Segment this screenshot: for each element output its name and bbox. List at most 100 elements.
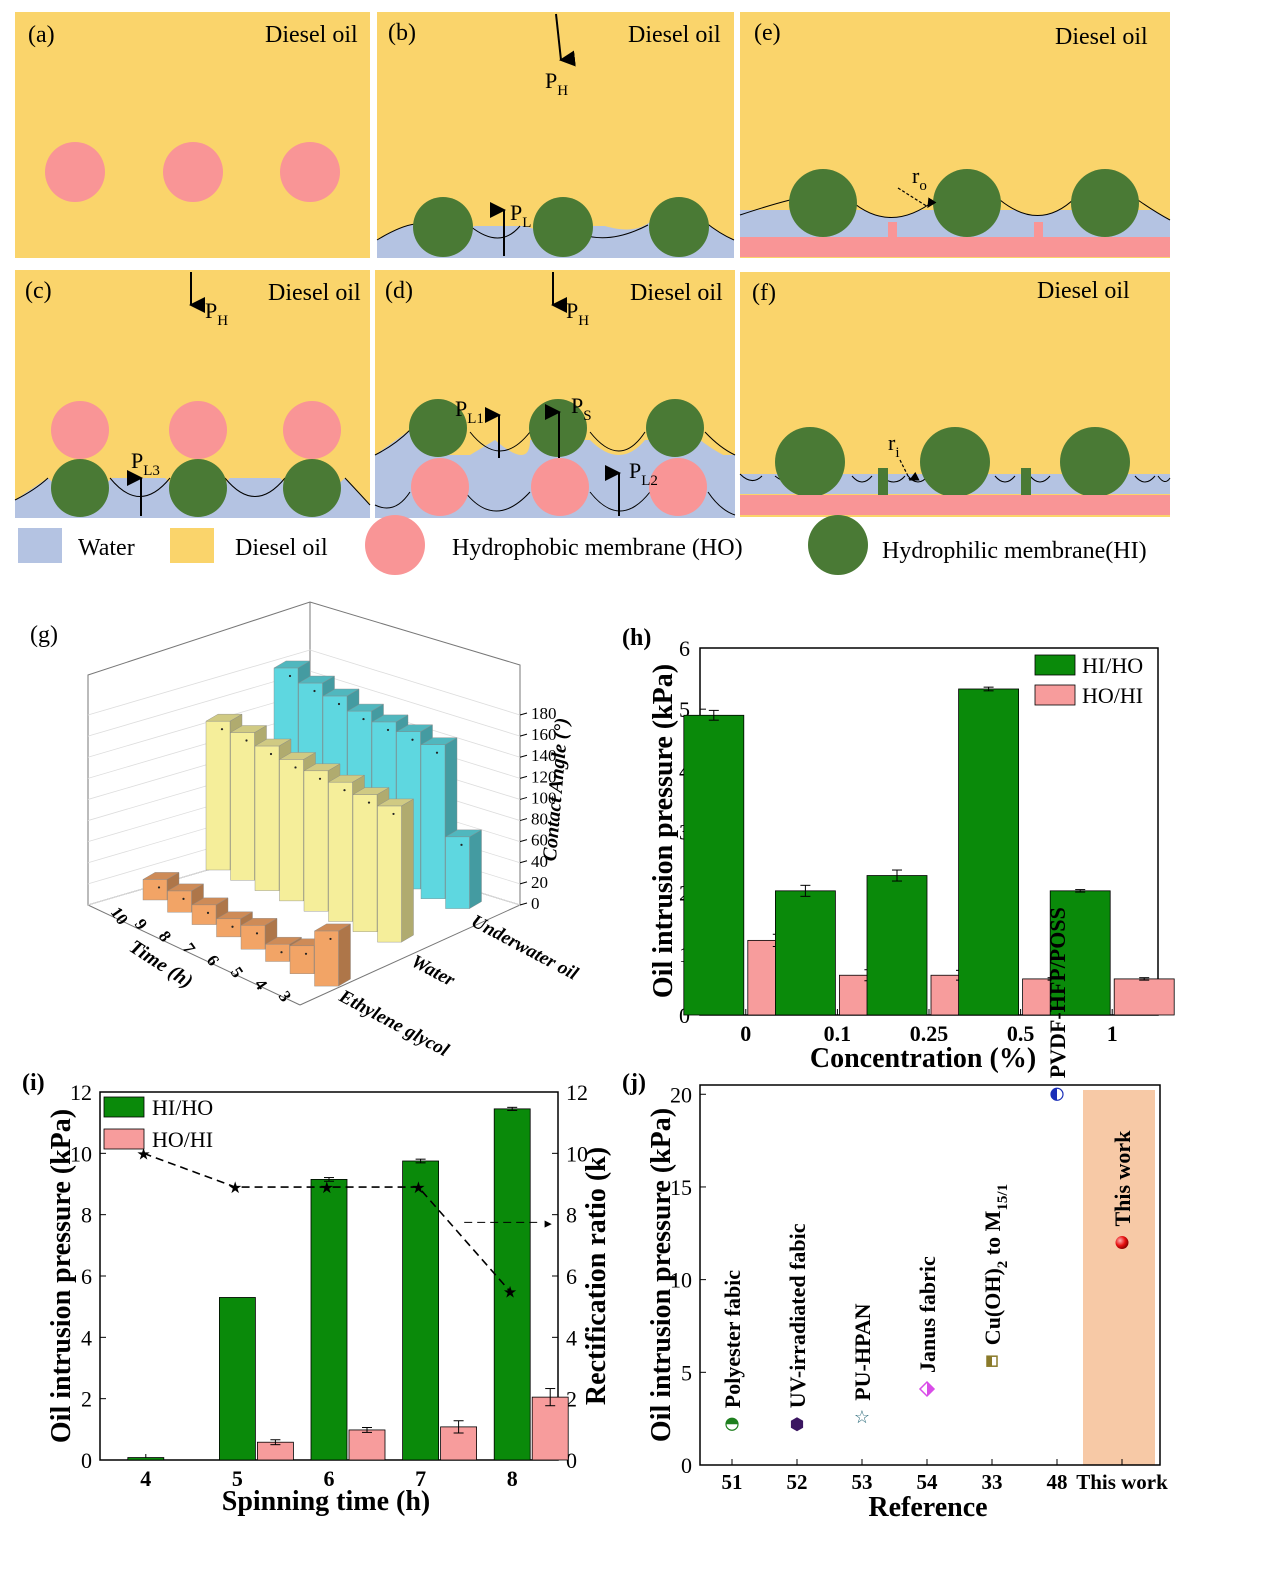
y2-tick-label: 4 xyxy=(566,1325,577,1350)
legend-label: HO/HI xyxy=(152,1127,213,1152)
z-tick-label: 80 xyxy=(531,810,548,829)
y-tick-label: 5 xyxy=(679,697,690,722)
panel-tag: (j) xyxy=(622,1070,646,1096)
point-52 xyxy=(790,1417,804,1432)
time-tick-label: 8 xyxy=(155,927,175,945)
x-tick-label: 0.5 xyxy=(1007,1021,1035,1046)
point-label: Polyester fabic xyxy=(720,1270,745,1409)
bar3d-ethylene-glycol xyxy=(142,872,180,901)
y-tick-label: 8 xyxy=(81,1203,92,1228)
legend-swatch xyxy=(1034,654,1076,676)
chart-h: (h)012345600.10.250.51HI/HOHO/HIConcentr… xyxy=(622,625,1175,1074)
svg-text:☆: ☆ xyxy=(854,1407,870,1427)
legend-swatch xyxy=(103,1128,145,1150)
pressure-arrow-down xyxy=(555,13,576,67)
z-tick-label: 160 xyxy=(531,725,557,744)
bar3d-ethylene-glycol xyxy=(313,923,352,987)
panel-tag: (g) xyxy=(30,622,58,648)
panel-f: (f) Diesel oil ri xyxy=(739,272,1171,517)
y-tick-label: 0 xyxy=(679,1003,690,1028)
time-tick-label: 4 xyxy=(251,975,272,993)
x-tick-label: This work xyxy=(1076,1470,1168,1494)
bar-HI/HO xyxy=(493,1108,531,1461)
y-tick-label: 12 xyxy=(70,1080,92,1105)
z-tick-label: 0 xyxy=(531,894,540,913)
svg-text:PL3: PL3 xyxy=(131,448,160,479)
x-axis-label: Spinning time (h) xyxy=(222,1486,431,1517)
bar-HO/HI xyxy=(531,1396,569,1461)
pl-label: PL xyxy=(510,200,531,231)
z-tick-label: 120 xyxy=(531,767,557,786)
hydrophobic-particle xyxy=(280,142,340,202)
z-tick-label: 180 xyxy=(531,704,557,723)
z-tick-label: 100 xyxy=(531,788,557,807)
svg-text:PS: PS xyxy=(571,393,592,424)
x-tick-label: 54 xyxy=(917,1470,939,1494)
z-tick-label: 60 xyxy=(531,831,548,850)
legend-label: Diesel oil xyxy=(235,535,328,561)
x-tick-label: 53 xyxy=(852,1470,873,1494)
hydrophilic-particle xyxy=(533,197,593,257)
hydrophobic-base xyxy=(740,237,1170,257)
rectification-line xyxy=(143,1152,511,1292)
x-axis-label: Concentration (%) xyxy=(810,1043,1036,1074)
point-This work xyxy=(1115,1236,1129,1250)
legend-swatch xyxy=(1034,684,1076,706)
legend-label: Hydrophilic membrane(HI) xyxy=(882,538,1147,564)
bar-HI/HO xyxy=(683,714,745,1016)
panel-tag: (c) xyxy=(25,278,52,304)
legend-label: HI/HO xyxy=(1082,653,1143,678)
ratio-point: ★ xyxy=(411,1180,425,1197)
point-33 xyxy=(986,1355,998,1367)
point-48 xyxy=(1050,1087,1064,1101)
medium-label: Diesel oil xyxy=(630,280,723,306)
x-axis-label: Reference xyxy=(868,1492,987,1523)
y-tick-label: 6 xyxy=(81,1264,92,1289)
svg-text:PL1: PL1 xyxy=(455,396,484,427)
bar-HI/HO xyxy=(1049,890,1111,1016)
bar-HO/HI xyxy=(348,1429,386,1461)
panel-e: (e) Diesel oil ro xyxy=(739,12,1171,258)
y2-tick-label: 2 xyxy=(566,1387,577,1412)
bar3d-underwater-oil xyxy=(444,829,483,909)
medium-label: Diesel oil xyxy=(268,280,361,306)
legend-label: HO/HI xyxy=(1082,683,1143,708)
y-tick-label: 2 xyxy=(81,1387,92,1412)
time-tick-label: 3 xyxy=(275,987,295,1005)
panel-tag: (h) xyxy=(622,625,651,651)
panel-tag: (f) xyxy=(752,280,776,306)
bar-HI/HO xyxy=(402,1160,440,1461)
bar3d-water xyxy=(376,798,415,943)
y-axis-label: Oil intrusion pressure (kPa) xyxy=(648,664,679,998)
legend-swatch-hydrophobic xyxy=(365,515,425,575)
y-axis-label: Oil intrusion pressure (kPa) xyxy=(46,1109,77,1443)
plot-frame xyxy=(699,1084,1161,1466)
point-label: UV-irradiated fabic xyxy=(785,1223,810,1408)
legend-swatch xyxy=(103,1096,145,1118)
z-tick-label: 40 xyxy=(531,852,548,871)
x-tick-label: 8 xyxy=(507,1466,518,1491)
diesel-region xyxy=(15,12,370,258)
y-tick-label: 0 xyxy=(681,1453,692,1478)
y-axis-label: Oil intrusion pressure (kPa) xyxy=(646,1108,677,1442)
ratio-point: ★ xyxy=(136,1146,150,1163)
y-tick-label: 4 xyxy=(81,1325,92,1350)
y-tick-label: 6 xyxy=(679,636,690,661)
x-tick-label: 48 xyxy=(1047,1470,1068,1494)
panel-a: (a) Diesel oil xyxy=(15,12,370,258)
chart-i: (i) 0 2 4 6 8 10 12 0 2 4 6 8 10 12 4 5 6 7 8 ★ ★ ★ ★ ★ ► HI/HO HO/… xyxy=(22,1070,612,1517)
hydrophilic-particle xyxy=(649,197,709,257)
x-tick-label: 6 xyxy=(324,1466,335,1491)
y2-tick-label: 10 xyxy=(566,1141,588,1166)
x-tick-label: 0.1 xyxy=(824,1021,852,1046)
y2-tick-label: 0 xyxy=(566,1448,577,1473)
point-label: Cu(OH)2 to M15/1 xyxy=(980,1184,1011,1345)
medium-label: Diesel oil xyxy=(628,22,721,48)
panel-b: (b) Diesel oil PH PL xyxy=(376,12,735,258)
z-tick-label: 140 xyxy=(531,746,557,765)
bar-HI/HO xyxy=(775,890,836,1016)
bar-HI/HO xyxy=(218,1297,256,1461)
x-tick-label: 0.25 xyxy=(910,1021,949,1046)
medium-label: Diesel oil xyxy=(1037,278,1130,304)
